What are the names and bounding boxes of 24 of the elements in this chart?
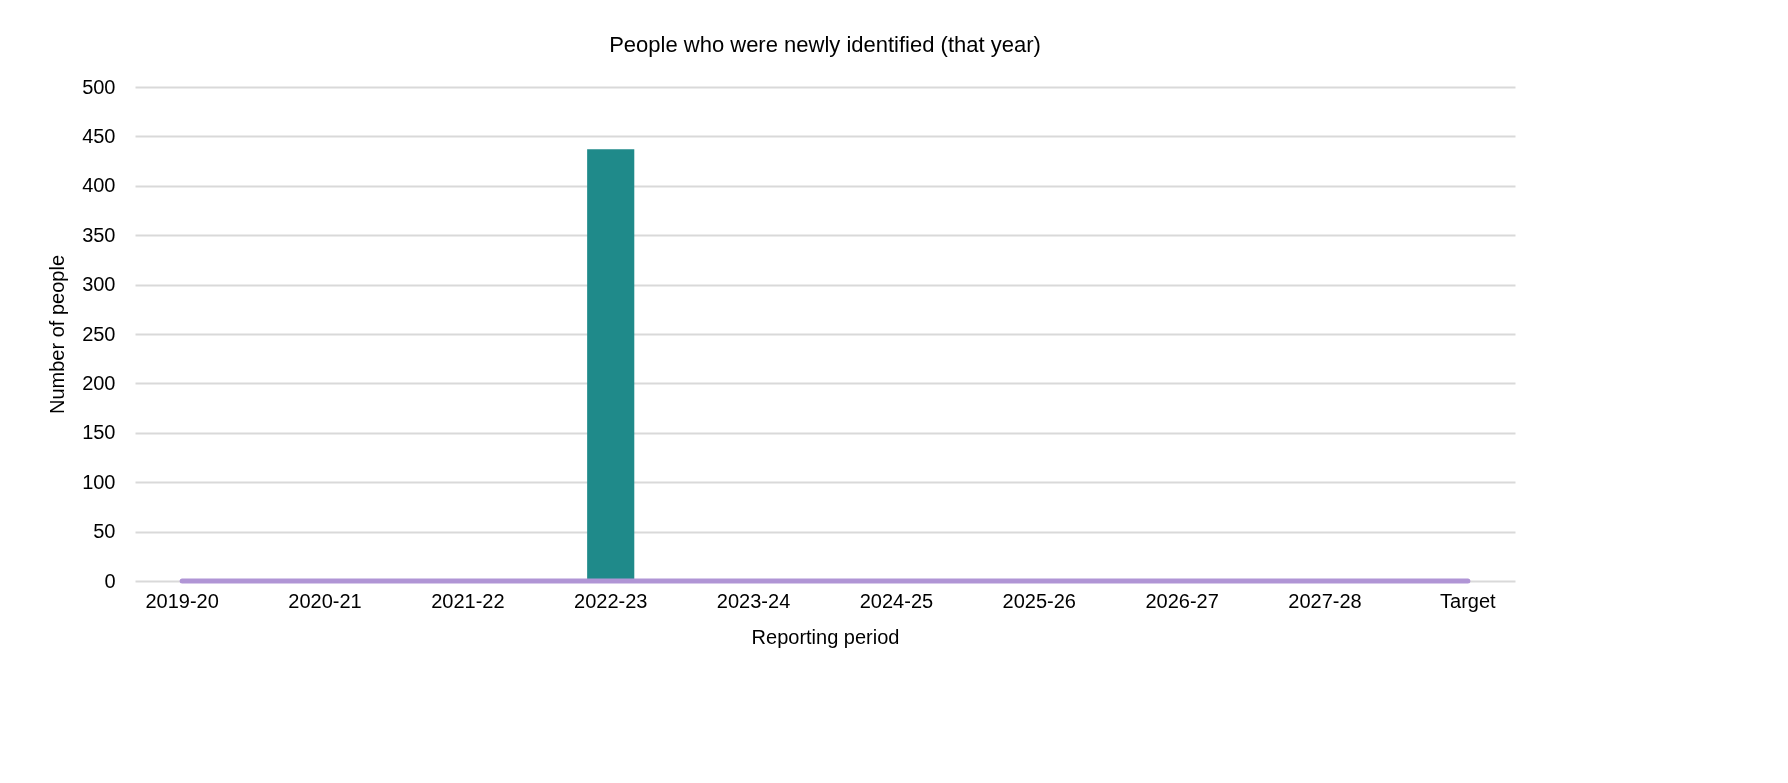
y-tick-label: 450 <box>82 124 116 147</box>
y-tick-label: 150 <box>82 421 116 444</box>
y-tick-label: 0 <box>104 569 116 592</box>
x-tick-label: 2020-21 <box>288 589 362 612</box>
x-tick-label: 2024-25 <box>859 589 934 612</box>
y-tick-label: 50 <box>93 520 116 543</box>
y-tick-label: 250 <box>82 322 116 345</box>
x-tick-label: 2021-22 <box>431 589 505 612</box>
y-tick-label: 400 <box>82 174 116 197</box>
x-tick-label: Target <box>1440 589 1497 612</box>
x-tick-label: 2023-24 <box>716 589 791 612</box>
y-tick-label: 200 <box>82 371 116 394</box>
y-tick-label: 500 <box>82 75 116 98</box>
y-axis-title: Number of people <box>46 255 69 414</box>
x-tick-label: 2022-23 <box>574 589 648 612</box>
y-tick-label: 100 <box>82 470 116 493</box>
chart-title: People who were newly identified (that year) <box>609 32 1041 57</box>
y-tick-label: 350 <box>82 223 116 246</box>
y-tick-label: 300 <box>82 273 116 296</box>
x-tick-label: 2019-20 <box>145 589 219 612</box>
x-tick-label: 2025-26 <box>1002 589 1076 612</box>
x-tick-label: 2026-27 <box>1145 589 1219 612</box>
x-axis-title: Reporting period <box>751 625 900 648</box>
x-tick-label: 2027-28 <box>1288 589 1362 612</box>
